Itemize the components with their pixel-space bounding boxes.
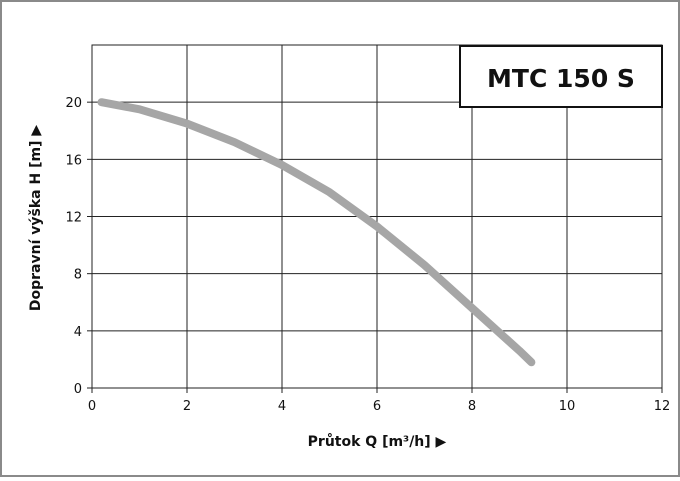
y-tick-label: 4 [74, 325, 82, 340]
y-axis-label: Dopravní výška H [m] ▶ [28, 125, 44, 311]
x-tick-label: 10 [559, 399, 576, 414]
x-tick-label: 12 [654, 399, 671, 414]
chart-title: MTC 150 S [487, 64, 635, 93]
x-axis-label: Průtok Q [m³/h] ▶ [308, 433, 447, 450]
x-tick-label: 8 [468, 399, 476, 414]
x-tick-label: 0 [88, 399, 96, 414]
x-axis-ticks: 0 2 4 6 8 10 12 [88, 388, 670, 414]
y-axis-ticks: 0 4 8 12 16 20 [65, 96, 92, 397]
y-tick-label: 8 [74, 268, 82, 283]
x-tick-label: 6 [373, 399, 381, 414]
y-tick-label: 16 [65, 153, 82, 168]
x-tick-label: 4 [278, 399, 286, 414]
y-tick-label: 0 [74, 382, 82, 397]
x-tick-label: 2 [183, 399, 191, 414]
y-tick-label: 12 [65, 211, 82, 226]
y-tick-label: 20 [65, 96, 82, 111]
